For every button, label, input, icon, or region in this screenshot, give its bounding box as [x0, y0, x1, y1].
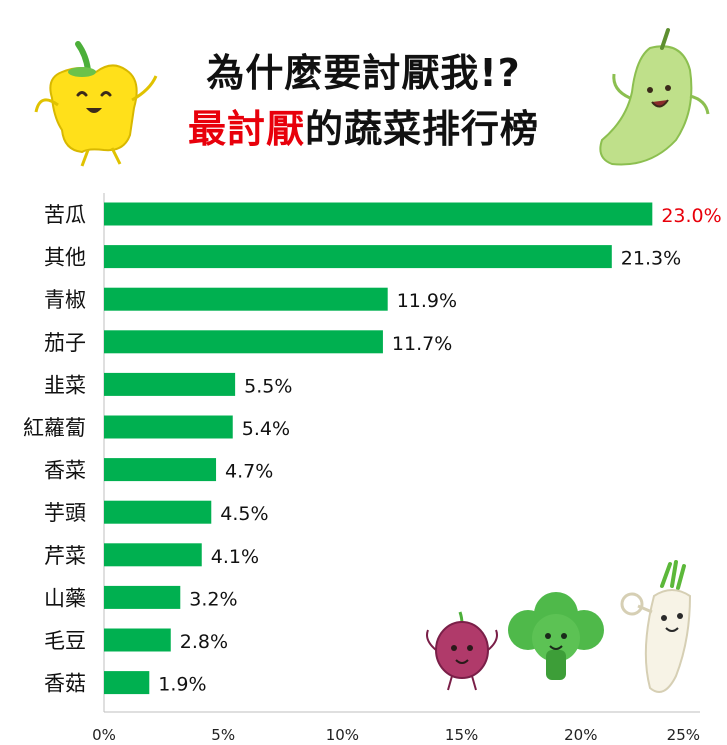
bar — [104, 330, 383, 354]
broccoli-illustration — [508, 592, 604, 680]
bar — [104, 458, 217, 482]
daikon-illustration — [620, 560, 692, 693]
bar — [104, 585, 181, 609]
x-tick-label: 15% — [445, 726, 478, 744]
bar — [104, 287, 388, 311]
chart-title-rest: 的蔬菜排行榜 — [305, 107, 540, 151]
x-tick-label: 25% — [667, 726, 700, 744]
x-tick-label: 20% — [564, 726, 597, 744]
x-tick-label: 0% — [92, 726, 116, 744]
category-label: 芹菜 — [44, 544, 86, 568]
x-tick-label: 10% — [326, 726, 359, 744]
bitter-melon-illustration — [599, 28, 710, 166]
bar — [104, 245, 612, 269]
category-label: 山藥 — [44, 586, 86, 610]
category-label: 紅蘿蔔 — [23, 416, 86, 440]
chart-title-line1: 為什麼要討厭我!? — [206, 51, 521, 95]
bar — [104, 543, 202, 567]
category-label: 青椒 — [44, 288, 86, 312]
category-label: 韭菜 — [44, 373, 86, 397]
bar — [104, 500, 212, 524]
bar — [104, 202, 653, 226]
category-label: 其他 — [44, 246, 86, 270]
data-label: 4.7% — [225, 461, 273, 483]
category-label: 苦瓜 — [44, 203, 86, 227]
onion-illustration — [426, 611, 498, 691]
bar — [104, 372, 236, 396]
data-label: 2.8% — [180, 631, 228, 653]
data-label: 4.1% — [211, 546, 259, 568]
data-label: 5.4% — [242, 418, 290, 440]
data-label: 23.0% — [661, 205, 721, 227]
data-label: 11.9% — [397, 290, 457, 312]
chart-title-highlight: 最討厭 — [187, 107, 305, 151]
yellow-pepper-illustration — [34, 41, 158, 167]
data-label: 21.3% — [621, 248, 681, 270]
category-label: 茄子 — [44, 331, 86, 355]
chart-title-line2: 最討厭的蔬菜排行榜 — [0, 98, 727, 153]
data-label: 4.5% — [220, 503, 268, 525]
bar — [104, 628, 171, 652]
category-label: 芋頭 — [44, 501, 86, 525]
data-label: 11.7% — [392, 333, 452, 355]
data-label: 3.2% — [189, 588, 237, 610]
category-label: 香菜 — [44, 459, 86, 483]
x-tick-label: 5% — [211, 726, 235, 744]
category-label: 香菇 — [44, 672, 86, 696]
bar — [104, 671, 150, 695]
data-label: 1.9% — [158, 674, 206, 696]
category-label: 毛豆 — [44, 629, 86, 653]
bar — [104, 415, 233, 439]
data-label: 5.5% — [244, 375, 292, 397]
